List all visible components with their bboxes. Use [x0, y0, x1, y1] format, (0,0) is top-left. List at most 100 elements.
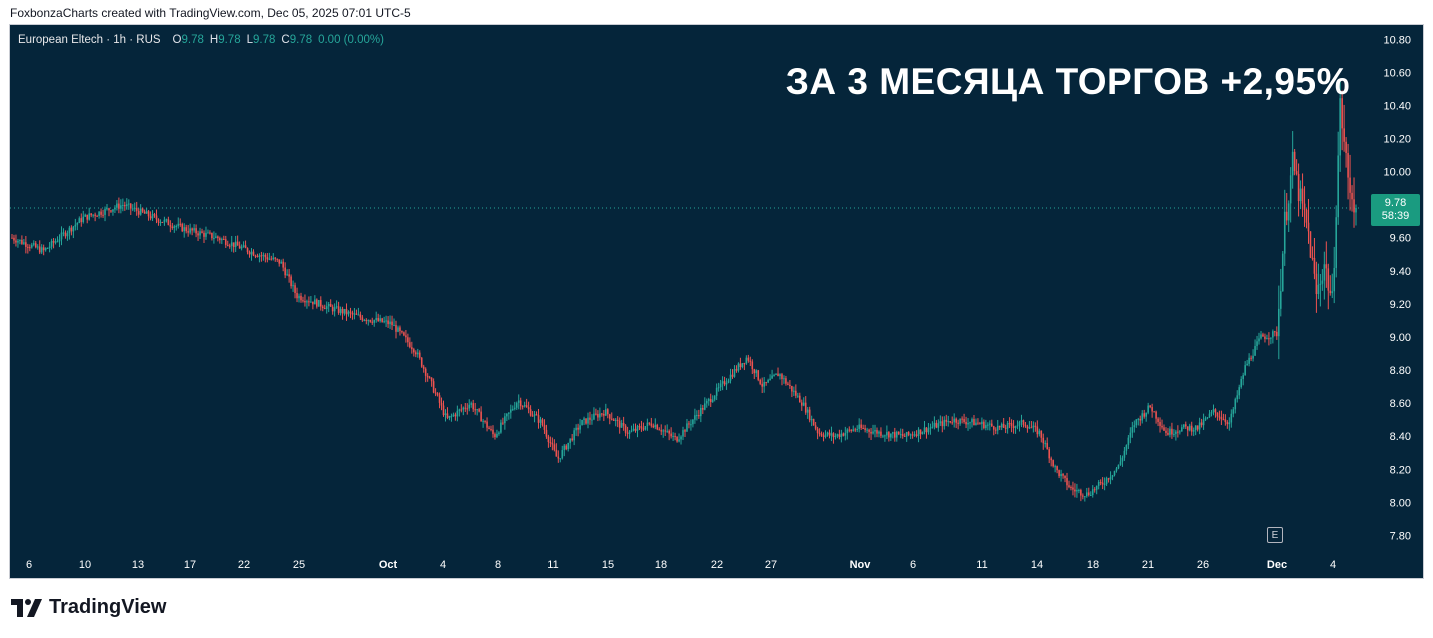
candle [981, 417, 983, 431]
candlestick-chart[interactable]: 10.80 10.60 10.40 10.20 10.00 9.60 9.40 9.20 9.0… [10, 25, 1423, 578]
candle [765, 381, 767, 386]
candle [628, 429, 631, 439]
candle [1248, 353, 1250, 367]
candle [521, 405, 524, 410]
candle [779, 373, 781, 380]
candle [1232, 407, 1235, 418]
candle [126, 198, 128, 210]
candle [312, 301, 314, 310]
candle [377, 313, 379, 322]
candle [990, 419, 993, 427]
candle [1123, 446, 1126, 461]
y-tick-label: 9.20 [1390, 299, 1411, 311]
chart-credit: FoxbonzaCharts created with TradingView.… [10, 6, 411, 20]
candle [504, 413, 506, 430]
candle [1252, 349, 1254, 362]
candle [224, 235, 227, 248]
candle [98, 211, 100, 219]
earnings-event-marker[interactable]: E [1267, 527, 1283, 543]
candle [612, 418, 615, 421]
chart-panel[interactable]: 10.80 10.60 10.40 10.20 10.00 9.60 9.40 9.20 9.0… [9, 24, 1424, 579]
candle [82, 210, 85, 224]
candle [1161, 419, 1163, 430]
symbol-name[interactable]: European Eltech · 1h · RUS [18, 34, 161, 46]
candle [654, 418, 657, 430]
candle [644, 425, 647, 431]
candle [626, 426, 629, 439]
candle [1000, 422, 1003, 431]
candle [508, 412, 510, 420]
candle [581, 419, 583, 426]
candle [234, 235, 237, 253]
candle [418, 350, 421, 360]
candle [1056, 465, 1058, 474]
high-value: 9.78 [218, 34, 241, 46]
candle [525, 398, 528, 408]
candle [1307, 198, 1310, 244]
high-label: H [209, 34, 219, 46]
candle [70, 225, 73, 236]
candle [957, 419, 959, 430]
candle [407, 333, 409, 347]
candle [48, 242, 51, 253]
candle [480, 406, 482, 422]
candle [929, 423, 932, 435]
candles [11, 79, 1357, 502]
candle [702, 404, 704, 415]
candle [450, 413, 453, 422]
y-tick-label: 8.80 [1390, 365, 1411, 377]
candle [1182, 424, 1185, 429]
candle [933, 416, 936, 430]
candle [232, 242, 235, 253]
candle [240, 244, 243, 251]
candle [64, 230, 67, 239]
candle [808, 406, 811, 423]
tradingview-brand[interactable]: TradingView [11, 596, 166, 619]
candle [894, 427, 896, 442]
candle [731, 369, 734, 379]
candle [892, 431, 894, 439]
candle [513, 401, 516, 411]
candle [58, 234, 61, 248]
candle [104, 206, 106, 222]
y-axis[interactable]: 10.80 10.60 10.40 10.20 10.00 9.60 9.40 9.20 9.0… [1383, 34, 1411, 542]
y-tick-label: 7.80 [1390, 530, 1411, 542]
candle [1074, 483, 1076, 498]
candle [1139, 415, 1142, 426]
candle [256, 253, 259, 258]
x-axis[interactable]: 6 10 13 17 22 25 Oct 4 8 11 15 18 22 27 Nov 6 11 14 18 21 26… [26, 559, 1336, 571]
candle [638, 423, 641, 431]
candle [947, 415, 950, 427]
x-tick-label: 14 [1031, 559, 1043, 571]
candle [1295, 159, 1298, 176]
candle [1044, 440, 1047, 448]
candle [254, 254, 257, 259]
candle [589, 411, 591, 425]
candle [193, 224, 195, 233]
x-tick-label: 21 [1142, 559, 1154, 571]
candle [448, 415, 451, 421]
candle [1317, 263, 1320, 300]
candle [1321, 269, 1324, 291]
candle [672, 432, 674, 441]
candle [21, 235, 23, 245]
candle [797, 392, 799, 399]
candle [992, 425, 995, 436]
candle [676, 436, 678, 443]
candle [543, 419, 546, 434]
candle [482, 418, 484, 428]
candle [646, 418, 649, 431]
candle [367, 319, 370, 326]
candle [880, 427, 882, 439]
candle [375, 311, 378, 323]
candle [1014, 425, 1017, 434]
candle [763, 377, 765, 393]
x-tick-label: 17 [184, 559, 196, 571]
candle [1026, 424, 1029, 433]
candle [624, 424, 627, 437]
candle [1133, 420, 1136, 433]
candle [389, 315, 391, 329]
candle [114, 205, 116, 214]
candle [795, 384, 797, 399]
candle [373, 319, 376, 327]
